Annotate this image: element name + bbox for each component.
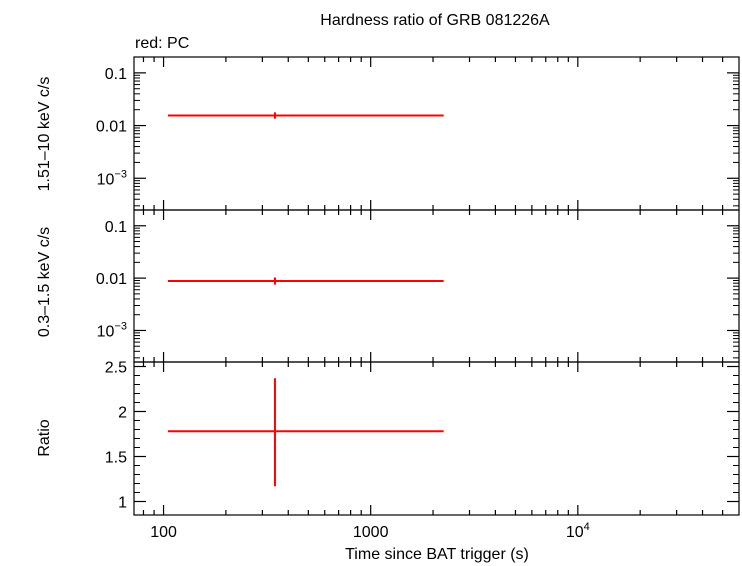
- y-tick-label-ratio: 1: [118, 495, 127, 512]
- y-tick-label-ratio: 2.5: [105, 360, 127, 377]
- y-tick-label-soft: 0.1: [105, 219, 127, 236]
- panel-frame-ratio: [133, 361, 740, 516]
- y-tick-label-ratio: 1.5: [105, 450, 127, 467]
- y-axis-label-ratio: Ratio: [36, 419, 53, 456]
- panel-frame-hard: [133, 56, 740, 211]
- panel-frame-soft: [133, 209, 740, 363]
- x-tick-label: 100: [150, 524, 177, 541]
- y-axis-label-soft: 0.3–1.5 keV c/s: [36, 227, 53, 337]
- y-tick-label-soft: 0.01: [96, 271, 127, 288]
- y-tick-label-hard: 0.01: [96, 119, 127, 136]
- x-axis-label: Time since BAT trigger (s): [345, 546, 529, 563]
- y-tick-label-ratio: 2: [118, 405, 127, 422]
- y-axis-label-hard: 1.51–10 keV c/s: [36, 77, 53, 192]
- y-tick-label-soft: 10−3: [97, 320, 127, 340]
- y-tick-label-hard: 10−3: [97, 168, 127, 188]
- chart-subtitle: red: PC: [135, 35, 189, 52]
- chart-title: Hardness ratio of GRB 081226A: [320, 12, 550, 29]
- x-tick-label: 104: [566, 521, 590, 541]
- y-tick-label-hard: 0.1: [105, 66, 127, 83]
- x-tick-label: 1000: [353, 524, 389, 541]
